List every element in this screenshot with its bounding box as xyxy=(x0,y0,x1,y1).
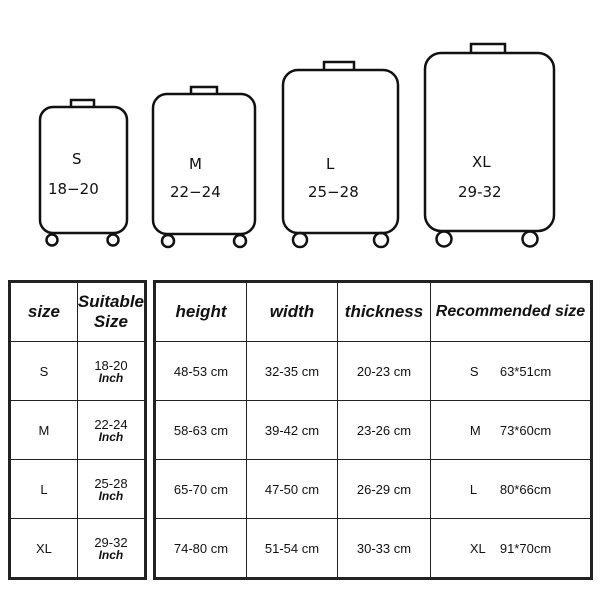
width-cell: 47-50 cm xyxy=(246,459,338,519)
table-row: 74-80 cm 51-54 cm 30-33 cm XL 91*70cm xyxy=(154,518,592,579)
height-cell: 65-70 cm xyxy=(154,459,247,519)
height-cell: 74-80 cm xyxy=(154,518,247,579)
height-cell: 58-63 cm xyxy=(154,400,247,460)
suitcase-s-range: 18−20 xyxy=(48,180,99,198)
table-row: S 18-20 Inch xyxy=(9,341,147,401)
rec-dim: 73*60cm xyxy=(499,422,552,438)
suitcase-l-icon xyxy=(281,60,400,249)
suitcase-xl-icon xyxy=(423,42,556,248)
range-cell: 25-28 Inch xyxy=(76,459,147,519)
size-cell: XL xyxy=(9,518,78,579)
range-value: 18-20 xyxy=(94,358,128,373)
size-cell: S xyxy=(9,341,78,401)
thickness-cell: 23-26 cm xyxy=(337,400,431,460)
range-cell: 29-32 Inch xyxy=(76,518,147,579)
unit-label: Inch xyxy=(98,548,124,562)
range-cell: 22-24 Inch xyxy=(76,400,147,460)
width-cell: 39-42 cm xyxy=(246,400,338,460)
suitcase-l-label: L xyxy=(326,155,335,173)
recommended-cell: L 80*66cm xyxy=(430,459,592,519)
thickness-cell: 20-23 cm xyxy=(337,341,431,401)
unit-label: Inch xyxy=(98,489,124,503)
rec-dim: 63*51cm xyxy=(499,363,552,379)
suitcase-xl-label: XL xyxy=(472,153,491,171)
suitcase-m-icon xyxy=(151,85,257,249)
rec-size: XL xyxy=(469,540,486,556)
thickness-cell: 26-29 cm xyxy=(337,459,431,519)
header-thickness: thickness xyxy=(337,281,431,342)
suitcase-l-range: 25−28 xyxy=(308,183,359,201)
height-cell: 48-53 cm xyxy=(154,341,247,401)
suitcase-xl-range: 29-32 xyxy=(458,183,502,201)
table-row: L 25-28 Inch xyxy=(9,459,147,519)
recommended-cell: S 63*51cm xyxy=(430,341,592,401)
range-value: 29-32 xyxy=(94,535,128,550)
rec-size: L xyxy=(469,481,478,497)
size-cell: L xyxy=(9,459,78,519)
table-row: XL 29-32 Inch xyxy=(9,518,147,579)
size-cell: M xyxy=(9,400,78,460)
suitcase-s-label: S xyxy=(72,150,82,168)
table-header-row: height width thickness Recommended size xyxy=(154,281,592,342)
table-row: M 22-24 Inch xyxy=(9,400,147,460)
size-table: size Suitable Size S 18-20 Inch M 22-24 Inch … xyxy=(8,280,147,580)
suitcase-illustrations: S 18−20 M 22−24 L 25−28 XL 29-32 xyxy=(38,42,556,249)
range-value: 25-28 xyxy=(94,476,128,491)
range-value: 22-24 xyxy=(94,417,128,432)
dimensions-table: height width thickness Recommended size … xyxy=(153,280,593,580)
thickness-cell: 30-33 cm xyxy=(337,518,431,579)
header-suitable: Suitable xyxy=(77,292,144,311)
width-cell: 32-35 cm xyxy=(246,341,338,401)
header-recommended-size: Recommended size xyxy=(430,281,592,342)
header-size-word: Size xyxy=(93,312,128,331)
unit-label: Inch xyxy=(98,430,124,444)
suitcase-s-icon xyxy=(38,98,129,247)
range-cell: 18-20 Inch xyxy=(76,341,147,401)
table-header-row: size Suitable Size xyxy=(9,281,147,342)
header-suitable-size: Suitable Size xyxy=(76,281,147,342)
header-height: height xyxy=(154,281,247,342)
width-cell: 51-54 cm xyxy=(246,518,338,579)
table-row: 48-53 cm 32-35 cm 20-23 cm S 63*51cm xyxy=(154,341,592,401)
suitcase-m-range: 22−24 xyxy=(170,183,221,201)
table-row: 65-70 cm 47-50 cm 26-29 cm L 80*66cm xyxy=(154,459,592,519)
rec-dim: 80*66cm xyxy=(499,481,552,497)
unit-label: Inch xyxy=(98,371,124,385)
header-size: size xyxy=(9,281,78,342)
table-row: 58-63 cm 39-42 cm 23-26 cm M 73*60cm xyxy=(154,400,592,460)
rec-dim: 91*70cm xyxy=(499,540,552,556)
rec-size: S xyxy=(469,363,479,379)
header-width: width xyxy=(246,281,338,342)
recommended-cell: XL 91*70cm xyxy=(430,518,592,579)
rec-size: M xyxy=(469,422,481,438)
suitcase-m-label: M xyxy=(189,155,202,173)
recommended-cell: M 73*60cm xyxy=(430,400,592,460)
